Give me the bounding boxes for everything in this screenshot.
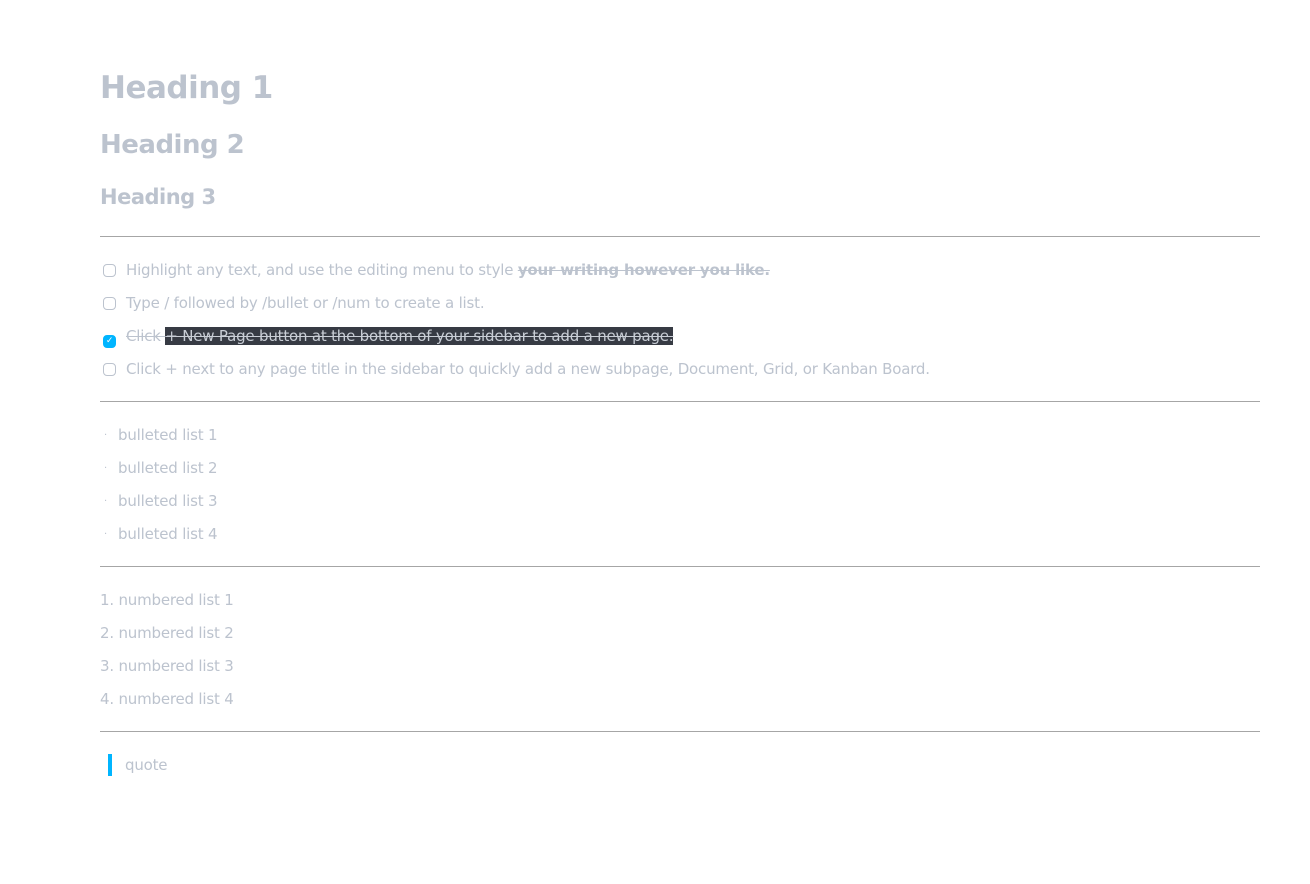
task-text: Click — [126, 327, 166, 345]
quote-text: quote — [125, 756, 168, 774]
bullet-item: · bulleted list 2 — [100, 458, 218, 479]
task-item: Click + next to any page title in the si… — [100, 359, 930, 379]
checkbox[interactable] — [103, 363, 116, 376]
bullet-item: · bulleted list 3 — [100, 491, 218, 512]
checkbox[interactable] — [103, 264, 116, 277]
bullet-icon: · — [104, 529, 107, 540]
divider — [100, 236, 1260, 237]
bullet-item: · bulleted list 1 — [100, 425, 218, 446]
task-item: ✓ Click + New Page button at the bottom o… — [100, 326, 674, 348]
heading-1: Heading 1 — [100, 70, 273, 106]
list-number: 4. — [100, 690, 114, 708]
bullet-icon: · — [104, 463, 107, 474]
check-icon: ✓ — [105, 336, 114, 346]
bullet-text: bulleted list 1 — [118, 426, 218, 444]
numbered-item: 4. numbered list 4 — [100, 689, 234, 709]
numbered-text: numbered list 1 — [118, 591, 234, 609]
numbered-item: 3. numbered list 3 — [100, 656, 234, 676]
task-text: Type / followed by /bullet or /num to cr… — [126, 294, 485, 312]
bullet-text: bulleted list 4 — [118, 525, 218, 543]
task-text: Highlight any text, and use the editing … — [126, 261, 518, 279]
numbered-text: numbered list 4 — [118, 690, 234, 708]
task-text: Click + next to any page title in the si… — [126, 360, 930, 378]
checkbox[interactable] — [103, 297, 116, 310]
numbered-item: 1. numbered list 1 — [100, 590, 234, 610]
list-number: 3. — [100, 657, 114, 675]
numbered-text: numbered list 2 — [118, 624, 234, 642]
bullet-icon: · — [104, 496, 107, 507]
quote-bar — [108, 754, 112, 776]
divider — [100, 401, 1260, 402]
list-number: 2. — [100, 624, 114, 642]
divider — [100, 566, 1260, 567]
task-text-bold: your writing however you like. — [517, 261, 770, 279]
bullet-text: bulleted list 3 — [118, 492, 218, 510]
bullet-text: bulleted list 2 — [118, 459, 218, 477]
task-item: Highlight any text, and use the editing … — [100, 260, 770, 280]
bullet-item: · bulleted list 4 — [100, 524, 218, 545]
selected-text: + New Page button at the bottom of your … — [165, 327, 674, 345]
heading-3: Heading 3 — [100, 185, 216, 209]
checkbox-checked[interactable]: ✓ — [103, 335, 116, 348]
numbered-item: 2. numbered list 2 — [100, 623, 234, 643]
task-item: Type / followed by /bullet or /num to cr… — [100, 293, 485, 313]
divider — [100, 731, 1260, 732]
list-number: 1. — [100, 591, 114, 609]
heading-2: Heading 2 — [100, 130, 245, 160]
bullet-icon: · — [104, 430, 107, 441]
numbered-text: numbered list 3 — [118, 657, 234, 675]
